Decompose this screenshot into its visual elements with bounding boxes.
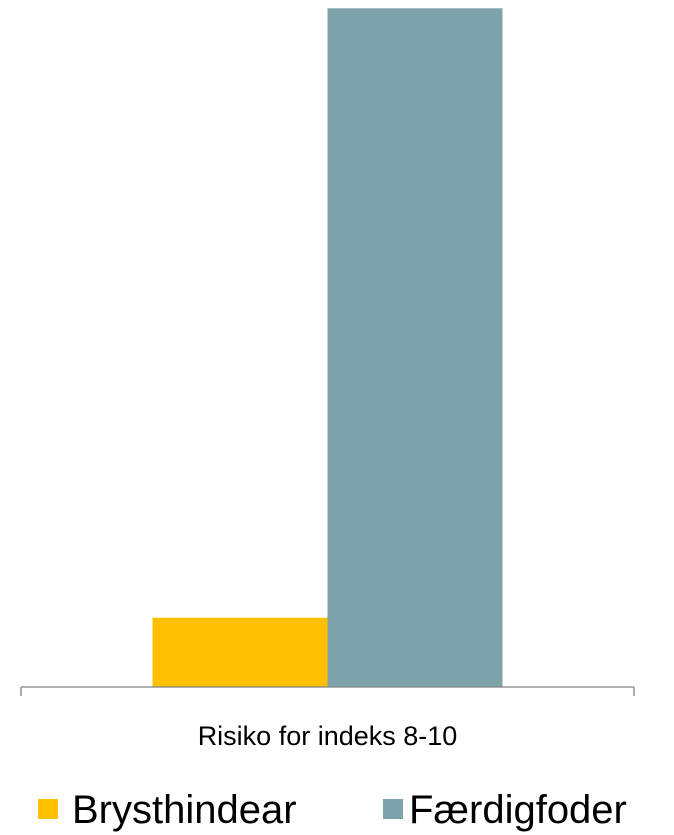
bar-færdigfoder [327,8,503,688]
bars-layer [152,8,503,688]
legend-swatch-1 [38,799,58,819]
x-axis [20,686,635,696]
legend-label-1: Brysthindear [72,788,297,832]
legend: Brysthindear Færdigfoder [38,788,627,832]
bar-brysthindear [152,617,328,687]
category-label: Risiko for indeks 8-10 [198,721,458,751]
legend-label-2: Færdigfoder [409,788,627,832]
legend-swatch-2 [383,799,403,819]
category-labels: Risiko for indeks 8-10 [198,721,458,751]
